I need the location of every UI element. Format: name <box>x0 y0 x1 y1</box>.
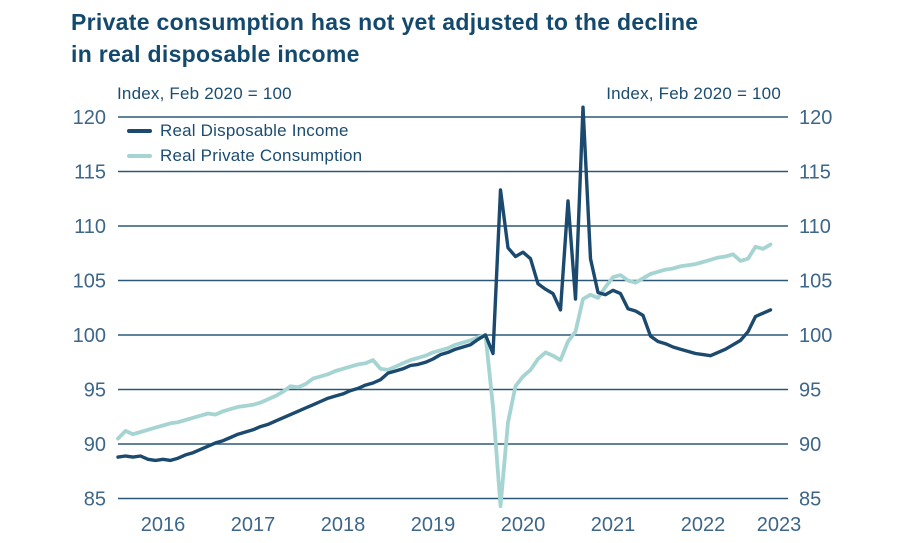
chart-legend: Real Disposable Income Real Private Cons… <box>127 118 362 168</box>
legend-item-consumption: Real Private Consumption <box>127 143 362 168</box>
x-tick-2018: 2018 <box>321 514 366 536</box>
y-tick-left-105: 105 <box>73 271 106 293</box>
y-tick-right-85: 85 <box>799 489 821 511</box>
y-tick-right-105: 105 <box>799 271 832 293</box>
x-tick-2022: 2022 <box>681 514 726 536</box>
y-tick-right-120: 120 <box>799 107 832 129</box>
legend-income-label: Real Disposable Income <box>160 120 349 140</box>
series-line-real-disposable-income <box>116 105 773 463</box>
consumption-line-swatch <box>127 153 152 158</box>
page-title: Private consumption has not yet adjusted… <box>71 6 698 70</box>
legend-item-income: Real Disposable Income <box>127 118 362 143</box>
x-tick-2019: 2019 <box>411 514 456 536</box>
x-tick-2020: 2020 <box>501 514 546 536</box>
left-axis-title: Index, Feb 2020 = 100 <box>117 84 292 103</box>
right-axis-title: Index, Feb 2020 = 100 <box>606 84 781 103</box>
legend-consumption-label: Real Private Consumption <box>160 145 363 165</box>
title-line-2: in real disposable income <box>71 41 360 67</box>
y-tick-left-90: 90 <box>84 434 106 456</box>
y-tick-left-100: 100 <box>73 325 106 347</box>
y-tick-left-85: 85 <box>84 489 106 511</box>
y-tick-left-95: 95 <box>84 380 106 402</box>
x-tick-2017: 2017 <box>231 514 276 536</box>
y-tick-left-115: 115 <box>74 162 106 184</box>
y-tick-right-110: 110 <box>799 216 831 238</box>
y-tick-right-100: 100 <box>799 325 832 347</box>
income-line-swatch <box>127 128 152 133</box>
title-line-1: Private consumption has not yet adjusted… <box>71 9 699 35</box>
series-line-real-private-consumption <box>116 242 773 509</box>
y-tick-right-115: 115 <box>799 162 831 184</box>
y-tick-left-110: 110 <box>74 216 106 238</box>
y-tick-right-95: 95 <box>799 380 821 402</box>
x-tick-2021: 2021 <box>591 514 636 536</box>
x-tick-2023: 2023 <box>757 514 802 536</box>
y-tick-left-120: 120 <box>73 107 106 129</box>
x-tick-2016: 2016 <box>141 514 186 536</box>
y-tick-right-90: 90 <box>799 434 821 456</box>
